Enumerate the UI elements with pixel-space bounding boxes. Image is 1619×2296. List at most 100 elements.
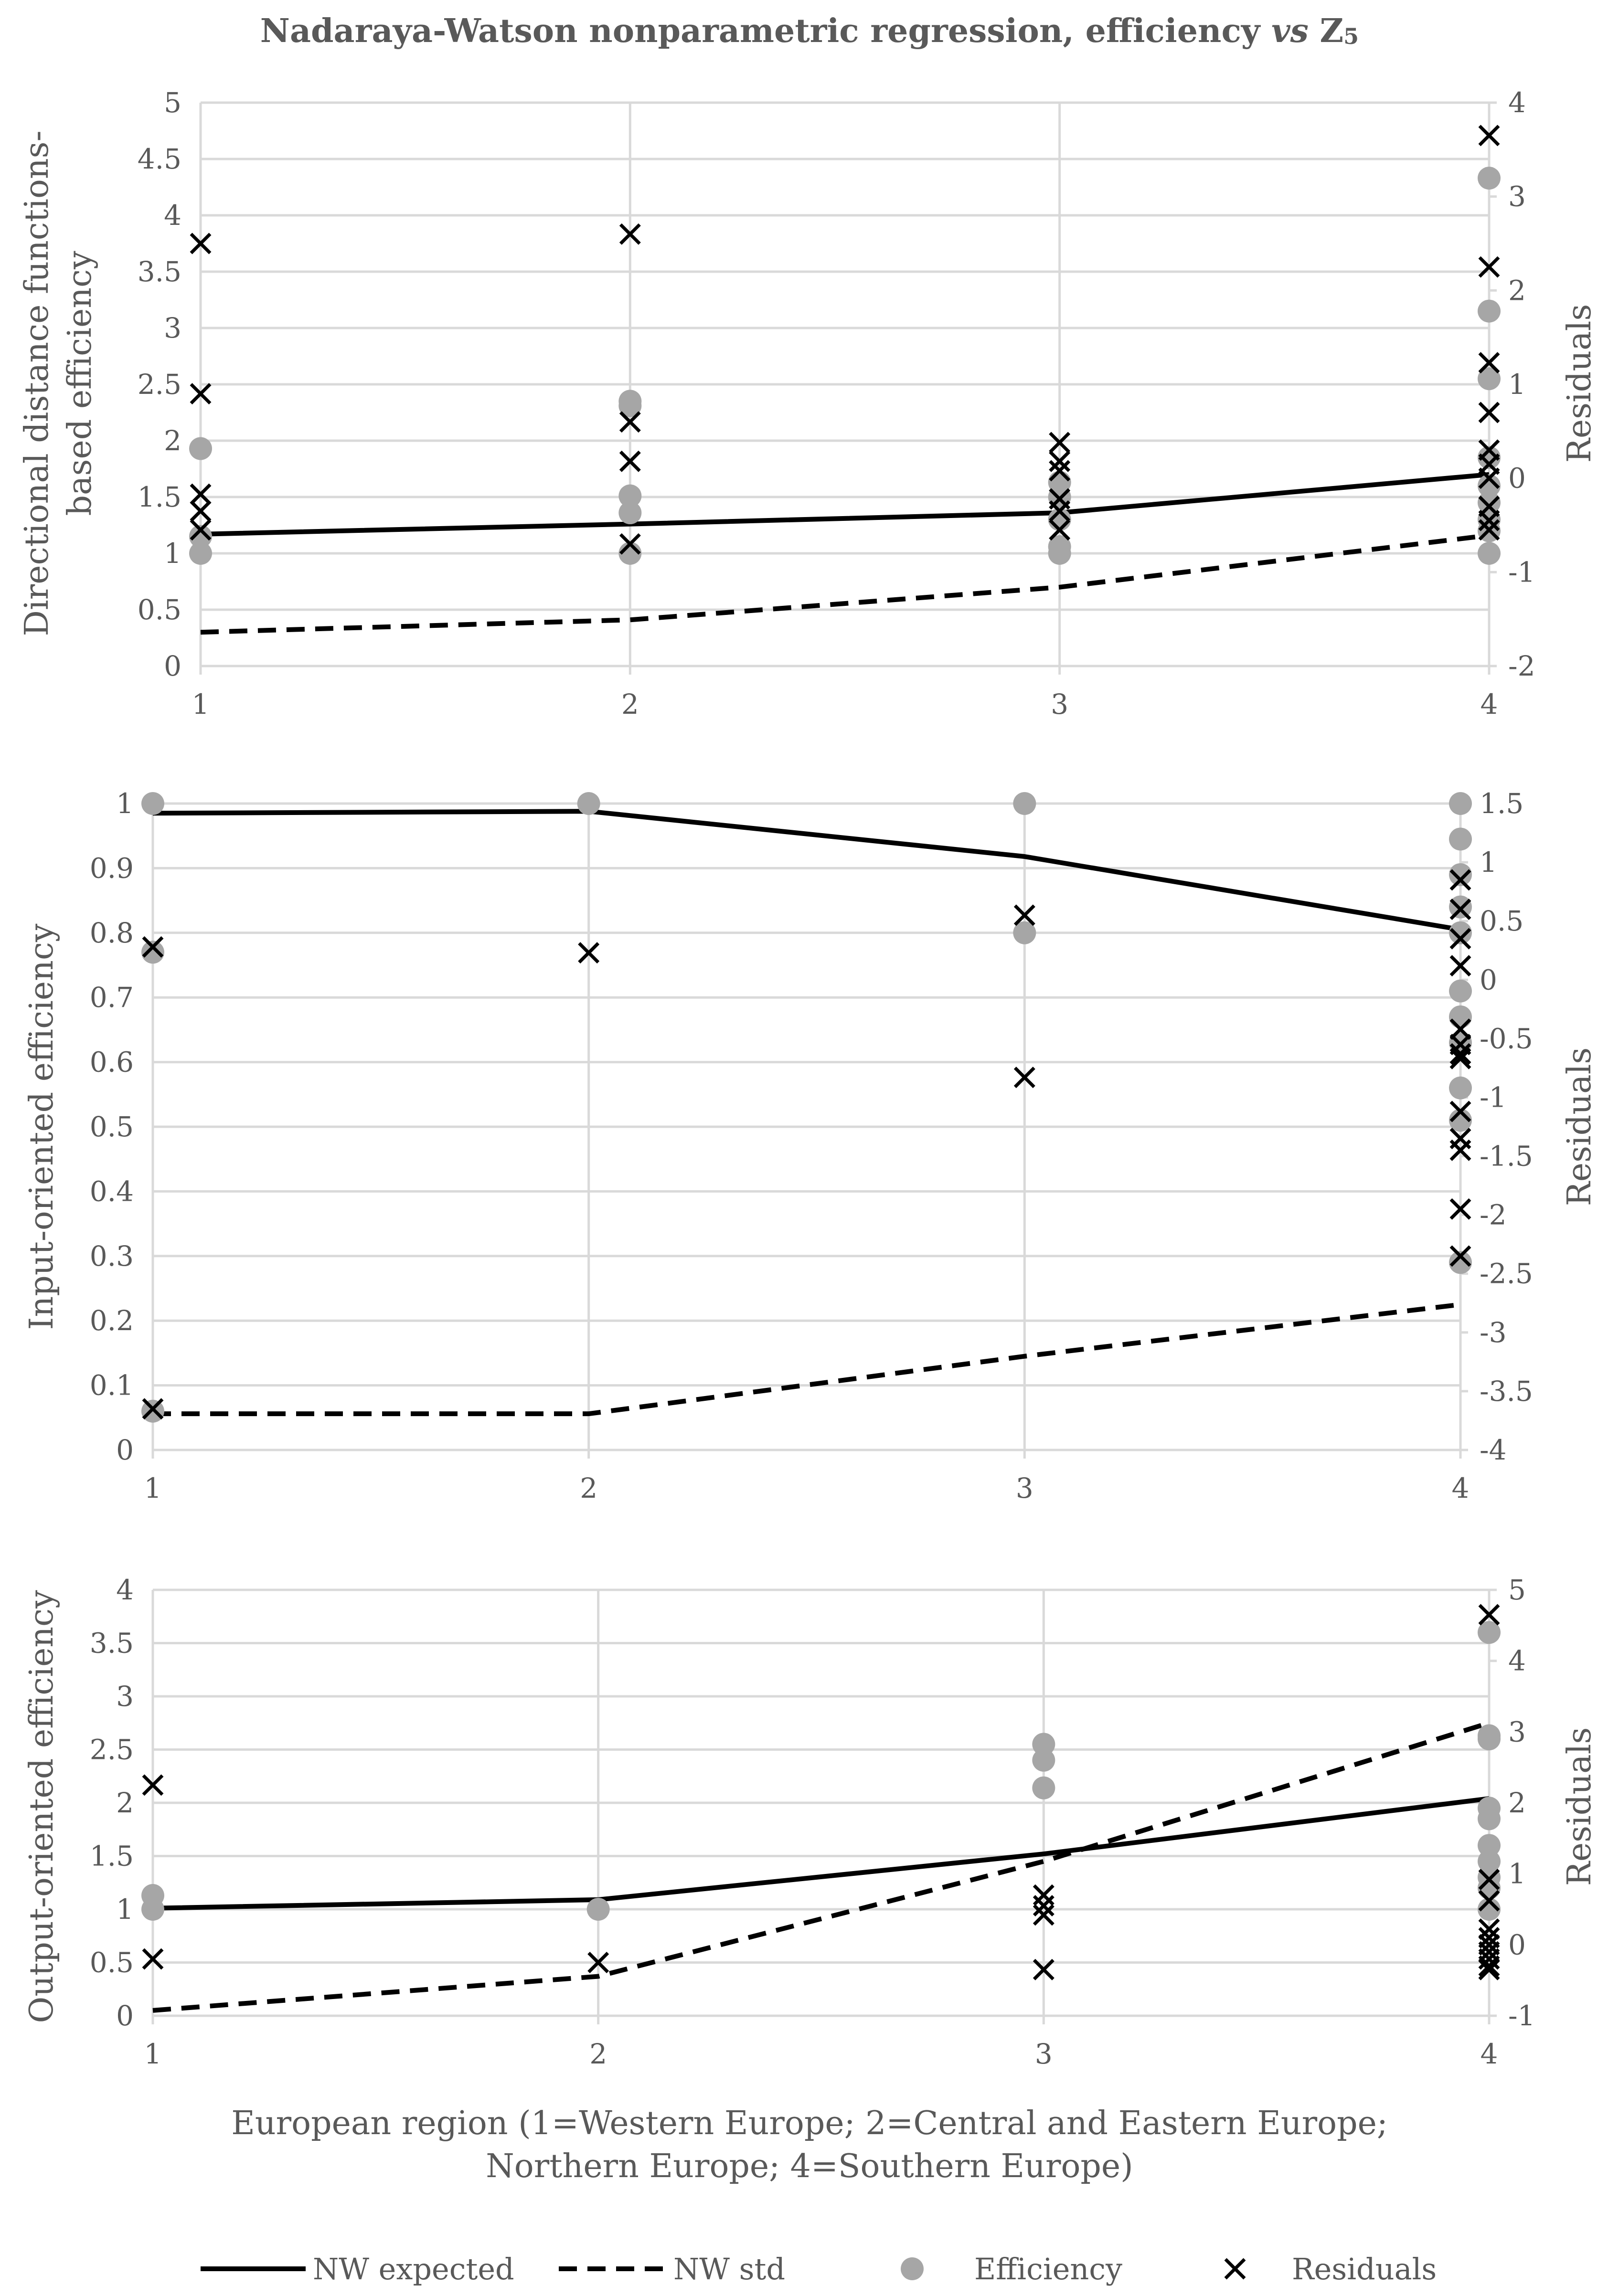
efficiency-point xyxy=(1449,979,1472,1003)
x-tick-label: 2 xyxy=(621,688,639,720)
y-tick-label: 3 xyxy=(116,1680,134,1713)
y2-tick-label: 2 xyxy=(1508,1787,1526,1819)
panel-1-grid xyxy=(199,101,1491,667)
y-tick-label: 0.9 xyxy=(90,852,134,884)
panel-3-y-label-line1: Output-oriented efficiency xyxy=(23,1590,61,2023)
y-tick-label: 0.5 xyxy=(90,1111,134,1143)
nw-std-line xyxy=(152,1720,1490,2013)
residual-point xyxy=(190,233,212,254)
efficiency-point xyxy=(1048,535,1071,558)
panel-2-grid xyxy=(151,802,1462,1451)
residual-point xyxy=(1478,496,1500,518)
residual-point xyxy=(619,411,641,433)
residual-point xyxy=(1478,1604,1500,1626)
x-axis-label-line1: European region (1=Western Europe; 2=Cen… xyxy=(231,2105,1388,2142)
efficiency-point xyxy=(1478,542,1501,565)
x-tick-label: 3 xyxy=(1051,688,1068,720)
efficiency-point xyxy=(618,390,642,413)
residual-point xyxy=(1478,1955,1500,1977)
residual-point xyxy=(587,1952,609,1973)
panel-2-marks xyxy=(141,792,1472,1423)
efficiency-point xyxy=(1032,1776,1055,1799)
y2-tick-label: 0.5 xyxy=(1480,905,1523,937)
y2-tick-label: -1 xyxy=(1480,1081,1507,1113)
panel-1-y-axis: 0 0.5 1 1.5 2 2.5 3 3.5 4 4.5 5 xyxy=(138,86,181,682)
residual-point xyxy=(190,383,212,405)
residual-point xyxy=(1478,1890,1500,1912)
efficiency-point xyxy=(1478,1724,1501,1747)
nw-expected-line xyxy=(152,809,1461,932)
efficiency-point xyxy=(1478,299,1501,323)
efficiency-point xyxy=(1478,367,1501,391)
efficiency-point xyxy=(1478,1850,1501,1873)
residual-point xyxy=(1049,460,1071,482)
y-tick-label: 0.3 xyxy=(90,1240,134,1272)
x-tick-label: 1 xyxy=(192,688,210,720)
y2-tick-label: -1 xyxy=(1508,556,1535,588)
y2-tick-label: 3 xyxy=(1508,1715,1526,1748)
y2-tick-label: 4 xyxy=(1508,86,1526,119)
y-tick-label: 1.5 xyxy=(90,1840,134,1873)
efficiency-point xyxy=(618,484,642,508)
y2-tick-label: 1 xyxy=(1508,1858,1526,1890)
residual-point xyxy=(1033,1958,1054,1980)
x-tick-label: 2 xyxy=(589,2038,607,2070)
y2-tick-label: 5 xyxy=(1508,1574,1526,1606)
y-tick-label: 0.7 xyxy=(90,981,134,1014)
y-tick-label: 0 xyxy=(116,1434,134,1466)
panel-2-x-axis: 1 2 3 4 xyxy=(144,1450,1470,1504)
residual-point xyxy=(1449,955,1471,977)
efficiency-point xyxy=(1032,1748,1055,1772)
residual-point xyxy=(1449,869,1471,891)
efficiency-point xyxy=(1478,1621,1501,1644)
y2-tick-label: -1.5 xyxy=(1480,1140,1533,1173)
efficiency-point xyxy=(189,437,212,460)
legend-residuals-label: Residuals xyxy=(1292,2252,1437,2286)
residual-point xyxy=(1478,402,1500,423)
efficiency-point xyxy=(189,542,212,565)
y-tick-label: 3 xyxy=(164,312,181,344)
y-tick-label: 4 xyxy=(164,199,181,232)
nw-expected-line xyxy=(200,472,1490,537)
x-tick-label: 1 xyxy=(144,2038,162,2070)
y-tick-label: 1.5 xyxy=(138,481,181,513)
efficiency-point xyxy=(618,501,642,525)
y-tick-label: 0 xyxy=(116,2000,134,2032)
x-tick-label: 4 xyxy=(1452,1472,1470,1504)
y-tick-label: 2 xyxy=(116,1787,134,1819)
y2-tick-label: -2 xyxy=(1508,650,1535,682)
efficiency-point xyxy=(586,1898,610,1921)
panel-1-y2-axis: -2 -1 0 1 2 3 4 xyxy=(1489,86,1535,682)
y-tick-label: 0.1 xyxy=(90,1369,134,1402)
y2-tick-label: 1 xyxy=(1508,368,1526,401)
y-tick-label: 0.6 xyxy=(90,1046,134,1079)
residual-point xyxy=(1449,1043,1471,1065)
efficiency-point xyxy=(141,792,164,815)
residual-point xyxy=(1478,1869,1500,1891)
residual-point xyxy=(1478,1958,1500,1980)
y-tick-label: 2.5 xyxy=(90,1734,134,1766)
residual-point xyxy=(1049,450,1071,472)
y2-tick-label: 1.5 xyxy=(1480,787,1523,820)
residual-point xyxy=(1478,256,1500,278)
legend-efficiency-label: Efficiency xyxy=(974,2252,1122,2286)
panel-3-y2-label: Residuals xyxy=(1561,1727,1598,1886)
residual-point xyxy=(619,533,641,555)
y-tick-label: 4.5 xyxy=(138,143,181,175)
y2-tick-label: 0 xyxy=(1508,462,1526,495)
y2-tick-label: 4 xyxy=(1508,1645,1526,1677)
y-tick-label: 4 xyxy=(116,1574,134,1606)
efficiency-point xyxy=(1478,1834,1501,1857)
panel-1-y-label-line1: Directional distance functions- xyxy=(18,130,56,636)
chart-title: Nadaraya-Watson nonparametric regression… xyxy=(260,12,1359,50)
residual-point xyxy=(578,942,600,964)
panel-2-y2-label: Residuals xyxy=(1561,1047,1598,1206)
efficiency-point xyxy=(1449,1076,1472,1100)
x-tick-label: 4 xyxy=(1481,2038,1498,2070)
residual-point xyxy=(142,1948,164,1970)
panel-2-y-label-line1: Input-oriented efficiency xyxy=(23,923,61,1330)
y2-tick-label: 2 xyxy=(1508,274,1526,307)
residual-point xyxy=(1033,1904,1054,1926)
panel-2-y-axis: 0 0.1 0.2 0.3 0.4 0.5 0.6 0.7 0.8 0.9 1 xyxy=(90,787,134,1466)
